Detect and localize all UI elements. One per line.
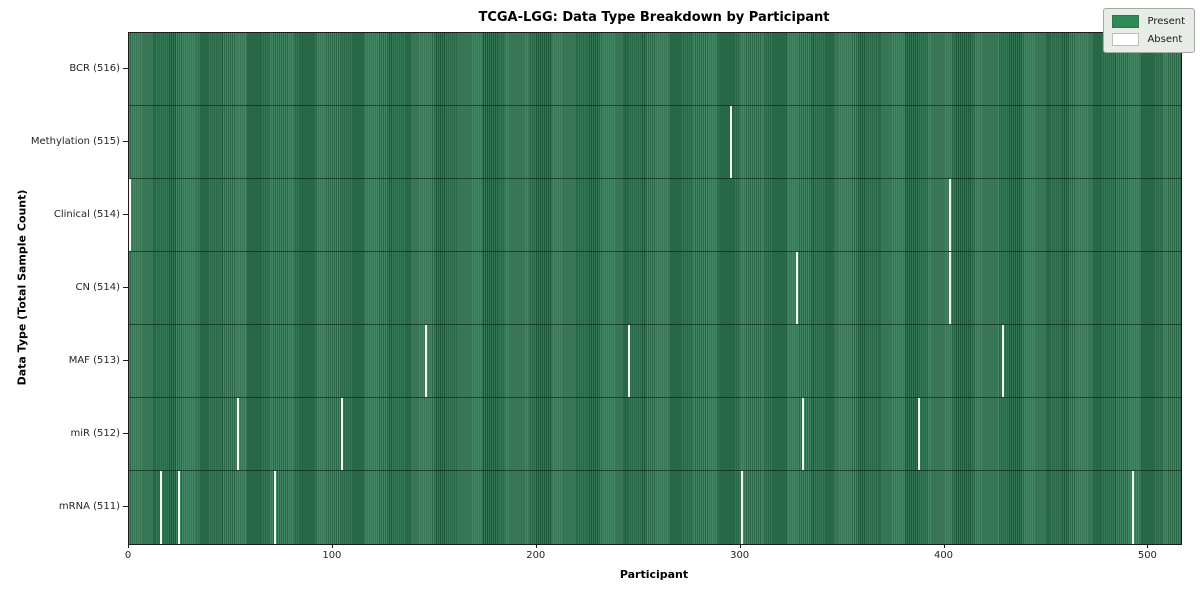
x-tick-mark [535, 544, 537, 548]
absent-marker [273, 471, 276, 544]
x-tick-label: 0 [124, 550, 132, 561]
absent-marker [730, 106, 733, 178]
legend-label: Absent [1147, 34, 1183, 45]
x-tick-mark [1147, 544, 1149, 548]
y-tick-mark [123, 141, 128, 142]
plot-area [128, 32, 1182, 545]
row-clinical [129, 179, 1181, 252]
y-tick-label: Methylation (515) [30, 135, 120, 147]
absent-marker [1132, 471, 1135, 544]
absent-marker [948, 252, 951, 324]
x-tick-label: 500 [1137, 550, 1157, 561]
y-tick-label: MAF (513) [68, 354, 120, 366]
absent-marker [795, 252, 798, 324]
row-cn [129, 252, 1181, 325]
y-tick-mark [123, 214, 128, 215]
row-bcr [129, 33, 1181, 106]
legend-swatch-absent [1112, 33, 1140, 46]
x-tick-mark [128, 544, 129, 548]
legend-label: Present [1147, 16, 1185, 27]
row-methylation [129, 106, 1181, 179]
x-tick-mark [739, 544, 741, 548]
absent-marker [1001, 325, 1004, 397]
legend-swatch-present [1112, 15, 1140, 28]
x-tick-label: 300 [730, 550, 750, 561]
legend: Present Absent [1103, 8, 1195, 53]
absent-marker [918, 398, 920, 470]
absent-marker [237, 398, 240, 470]
legend-item-present: Present [1112, 15, 1185, 28]
y-tick-mark [123, 433, 128, 434]
x-tick-label: 400 [933, 550, 954, 561]
absent-marker [424, 325, 427, 397]
y-tick-label: Clinical (514) [53, 208, 120, 220]
y-tick-mark [123, 287, 128, 288]
y-tick-mark [123, 506, 128, 507]
legend-item-absent: Absent [1112, 33, 1185, 46]
absent-marker [801, 398, 804, 470]
row-maf [129, 325, 1181, 398]
absent-marker [948, 179, 951, 251]
x-tick-mark [943, 544, 945, 548]
x-tick-mark [331, 544, 333, 548]
x-tick-label: 100 [322, 550, 342, 561]
chart-title: TCGA-LGG: Data Type Breakdown by Partici… [478, 10, 830, 25]
y-tick-mark [123, 68, 128, 69]
x-axis-label: Participant [619, 568, 689, 581]
row-mrna [129, 471, 1181, 544]
y-tick-label: CN (514) [75, 281, 120, 293]
absent-marker [628, 325, 631, 397]
absent-marker [341, 398, 344, 470]
absent-marker [159, 471, 162, 544]
y-tick-label: BCR (516) [69, 62, 120, 74]
row-mir [129, 398, 1181, 471]
absent-marker [177, 471, 180, 544]
y-tick-label: mRNA (511) [58, 500, 120, 512]
absent-marker [129, 179, 131, 251]
x-tick-label: 200 [526, 550, 546, 561]
y-tick-label: miR (512) [70, 427, 120, 439]
y-tick-mark [123, 360, 128, 361]
absent-marker [740, 471, 743, 544]
